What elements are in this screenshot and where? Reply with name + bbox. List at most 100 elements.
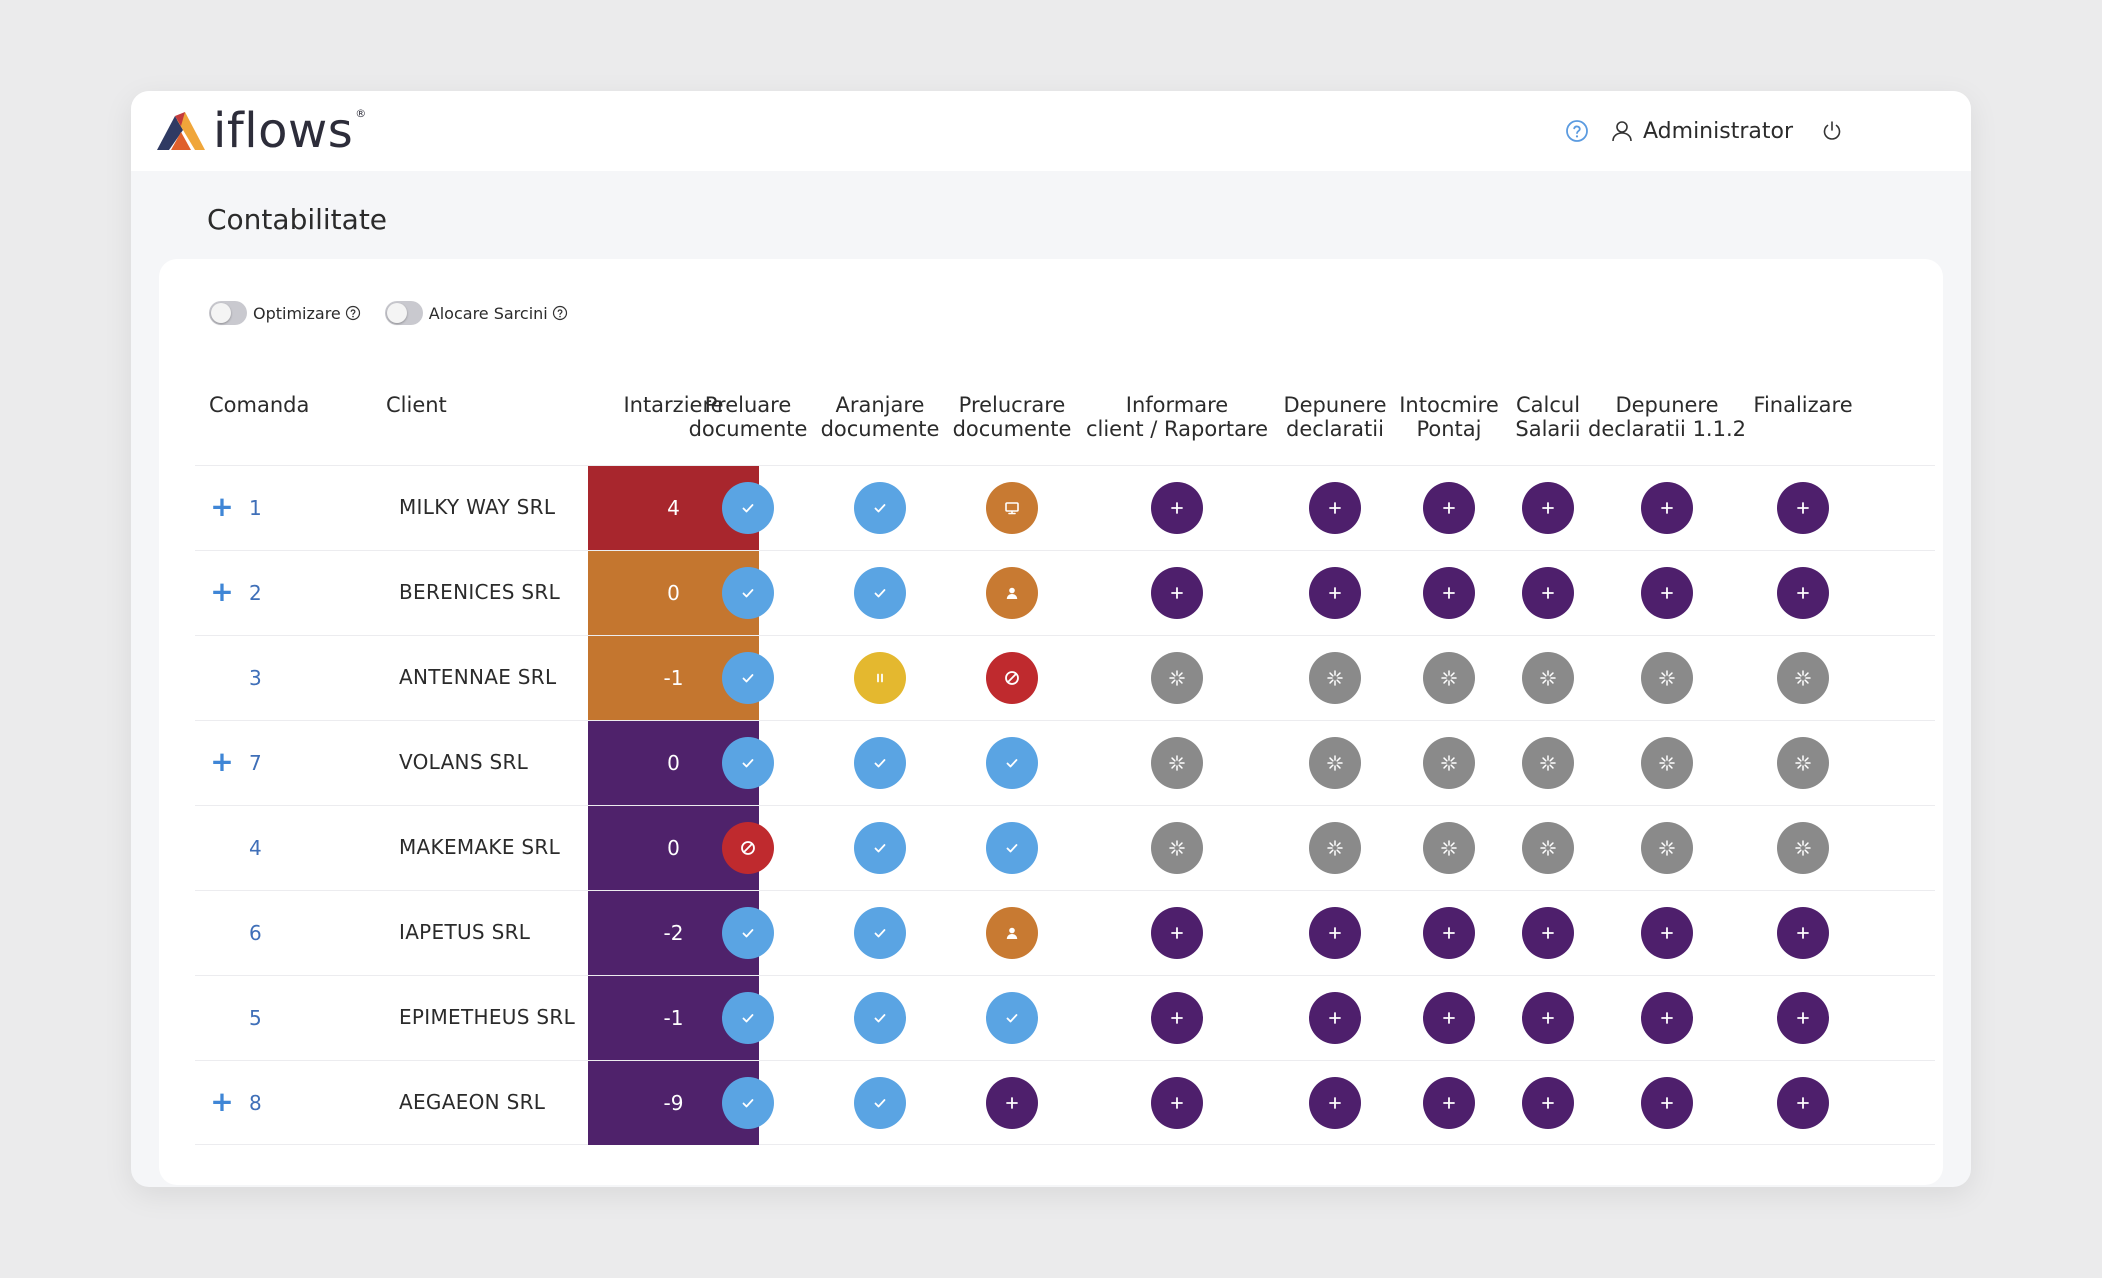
step-status-plus-button[interactable] <box>1151 992 1203 1044</box>
step-status-check-button[interactable] <box>986 992 1038 1044</box>
step-status-check-button[interactable] <box>722 737 774 789</box>
column-header-step[interactable]: Aranjare documente <box>820 393 940 441</box>
expand-row-button[interactable]: + <box>210 1085 234 1118</box>
step-status-check-button[interactable] <box>986 737 1038 789</box>
column-header-step[interactable]: Finalizare <box>1753 393 1853 417</box>
step-status-spinner-button[interactable] <box>1522 737 1574 789</box>
step-status-check-button[interactable] <box>854 822 906 874</box>
step-status-plus-button[interactable] <box>1423 567 1475 619</box>
step-status-plus-button[interactable] <box>1309 567 1361 619</box>
step-status-plus-button[interactable] <box>1641 907 1693 959</box>
step-status-check-button[interactable] <box>722 652 774 704</box>
step-status-blocked-button[interactable] <box>986 652 1038 704</box>
step-status-check-button[interactable] <box>854 567 906 619</box>
toggle-switch[interactable] <box>384 301 423 325</box>
step-status-check-button[interactable] <box>854 737 906 789</box>
step-status-spinner-button[interactable] <box>1522 822 1574 874</box>
table-row[interactable]: 6 IAPETUS SRL -2 <box>195 890 1935 975</box>
step-status-spinner-button[interactable] <box>1522 652 1574 704</box>
step-status-plus-button[interactable] <box>1309 1077 1361 1129</box>
step-status-plus-button[interactable] <box>1641 1077 1693 1129</box>
step-status-plus-button[interactable] <box>1423 907 1475 959</box>
expand-row-button[interactable]: + <box>210 490 234 523</box>
step-status-plus-button[interactable] <box>1522 567 1574 619</box>
step-status-plus-button[interactable] <box>1151 482 1203 534</box>
table-row[interactable]: 5 EPIMETHEUS SRL -1 <box>195 975 1935 1060</box>
step-status-check-button[interactable] <box>854 992 906 1044</box>
user-name[interactable]: Administrator <box>1643 118 1793 144</box>
order-number[interactable]: 1 <box>249 496 262 520</box>
step-status-plus-button[interactable] <box>1423 1077 1475 1129</box>
expand-row-button[interactable]: + <box>210 575 234 608</box>
table-row[interactable]: +2 BERENICES SRL 0 <box>195 550 1935 635</box>
column-header-step[interactable]: Intocmire Pontaj <box>1399 393 1499 441</box>
step-status-check-button[interactable] <box>854 907 906 959</box>
expand-row-button[interactable]: + <box>210 745 234 778</box>
step-status-spinner-button[interactable] <box>1151 652 1203 704</box>
table-row[interactable]: +7 VOLANS SRL 0 <box>195 720 1935 805</box>
order-number[interactable]: 2 <box>249 581 262 605</box>
power-icon[interactable] <box>1821 120 1843 142</box>
order-number[interactable]: 6 <box>249 921 262 945</box>
step-status-spinner-button[interactable] <box>1423 652 1475 704</box>
column-header-comanda[interactable]: Comanda <box>209 393 310 417</box>
step-status-check-button[interactable] <box>854 1077 906 1129</box>
toggle-alocare-sarcini[interactable]: Alocare Sarcini <box>384 301 568 325</box>
step-status-plus-button[interactable] <box>1309 992 1361 1044</box>
step-status-plus-button[interactable] <box>1777 1077 1829 1129</box>
toggle-optimizare[interactable]: Optimizare <box>209 301 361 325</box>
step-status-plus-button[interactable] <box>1641 992 1693 1044</box>
step-status-spinner-button[interactable] <box>1777 737 1829 789</box>
column-header-step[interactable]: Depunere declaratii <box>1283 393 1387 441</box>
step-status-spinner-button[interactable] <box>1309 822 1361 874</box>
column-header-step[interactable]: Depunere declaratii 1.1.2 <box>1587 393 1746 441</box>
step-status-spinner-button[interactable] <box>1423 737 1475 789</box>
column-header-step[interactable]: Informare client / Raportare <box>1085 393 1269 441</box>
step-status-plus-button[interactable] <box>1777 992 1829 1044</box>
step-status-check-button[interactable] <box>722 482 774 534</box>
step-status-plus-button[interactable] <box>1151 1077 1203 1129</box>
help-icon[interactable] <box>1565 119 1589 143</box>
order-number[interactable]: 8 <box>249 1091 262 1115</box>
step-status-plus-button[interactable] <box>1423 992 1475 1044</box>
order-number[interactable]: 5 <box>249 1006 262 1030</box>
step-status-plus-button[interactable] <box>1151 567 1203 619</box>
step-status-plus-button[interactable] <box>1151 907 1203 959</box>
step-status-check-button[interactable] <box>986 822 1038 874</box>
step-status-plus-button[interactable] <box>986 1077 1038 1129</box>
column-header-step[interactable]: Prelucrare documente <box>952 393 1072 441</box>
step-status-spinner-button[interactable] <box>1309 737 1361 789</box>
step-status-spinner-button[interactable] <box>1641 822 1693 874</box>
help-icon[interactable] <box>552 305 568 321</box>
column-header-intarziere[interactable]: Intarziere <box>623 393 724 417</box>
table-row[interactable]: +8 AEGAEON SRL -9 <box>195 1060 1935 1145</box>
logo[interactable]: iflows ® <box>155 105 366 157</box>
step-status-plus-button[interactable] <box>1522 1077 1574 1129</box>
step-status-plus-button[interactable] <box>1309 907 1361 959</box>
step-status-blocked-button[interactable] <box>722 822 774 874</box>
step-status-check-button[interactable] <box>722 567 774 619</box>
step-status-spinner-button[interactable] <box>1151 737 1203 789</box>
step-status-person-button[interactable] <box>986 907 1038 959</box>
table-row[interactable]: 4 MAKEMAKE SRL 0 <box>195 805 1935 890</box>
step-status-check-button[interactable] <box>722 1077 774 1129</box>
step-status-plus-button[interactable] <box>1522 992 1574 1044</box>
step-status-spinner-button[interactable] <box>1309 652 1361 704</box>
step-status-spinner-button[interactable] <box>1151 822 1203 874</box>
step-status-plus-button[interactable] <box>1423 482 1475 534</box>
column-header-step[interactable]: Preluare documente <box>688 393 808 441</box>
step-status-plus-button[interactable] <box>1777 482 1829 534</box>
step-status-check-button[interactable] <box>722 992 774 1044</box>
step-status-person-button[interactable] <box>986 567 1038 619</box>
step-status-spinner-button[interactable] <box>1423 822 1475 874</box>
toggle-switch[interactable] <box>209 301 247 325</box>
step-status-plus-button[interactable] <box>1777 907 1829 959</box>
order-number[interactable]: 7 <box>249 751 262 775</box>
step-status-plus-button[interactable] <box>1777 567 1829 619</box>
step-status-spinner-button[interactable] <box>1641 652 1693 704</box>
order-number[interactable]: 3 <box>249 666 262 690</box>
step-status-plus-button[interactable] <box>1522 907 1574 959</box>
step-status-spinner-button[interactable] <box>1777 822 1829 874</box>
table-row[interactable]: 3 ANTENNAE SRL -1 <box>195 635 1935 720</box>
step-status-plus-button[interactable] <box>1641 482 1693 534</box>
